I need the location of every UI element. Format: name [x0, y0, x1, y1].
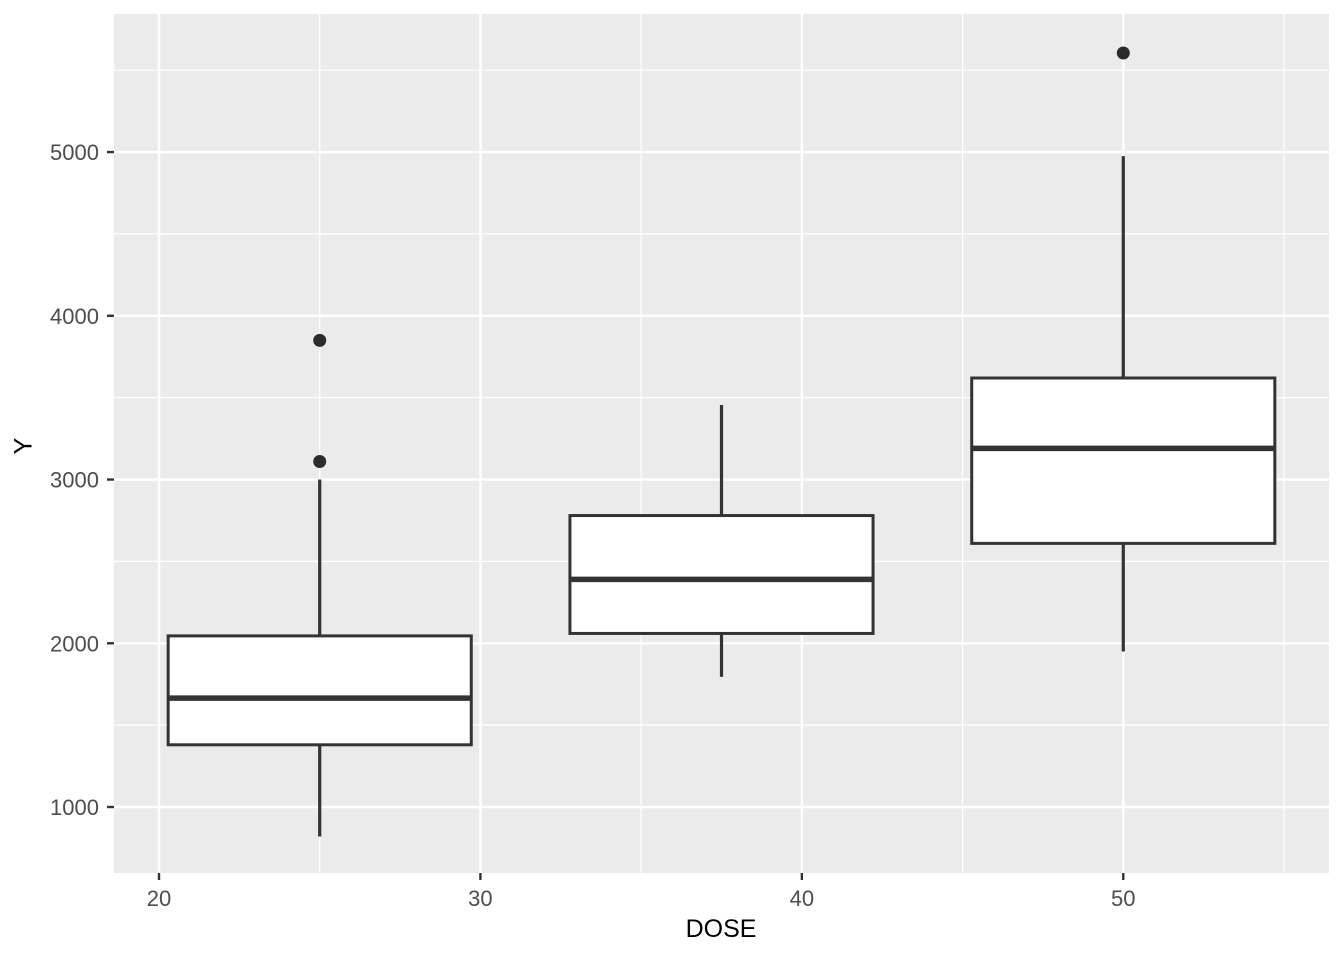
y-axis-title: Y [9, 437, 38, 455]
x-tick-label: 20 [147, 886, 171, 911]
outlier-point [313, 333, 327, 347]
y-tick-label: 5000 [50, 140, 99, 165]
x-tick-label: 30 [468, 886, 492, 911]
x-axis-title: DOSE [685, 915, 757, 943]
outlier-point [1116, 46, 1130, 60]
y-tick-label: 4000 [50, 304, 99, 329]
x-tick-label: 40 [790, 886, 814, 911]
x-tick-label: 50 [1111, 886, 1135, 911]
outlier-point [313, 455, 327, 469]
y-tick-label: 2000 [50, 631, 99, 656]
box [568, 514, 875, 635]
box [970, 376, 1277, 545]
box [166, 634, 473, 747]
y-tick-label: 1000 [50, 795, 99, 820]
y-tick-label: 3000 [50, 468, 99, 493]
